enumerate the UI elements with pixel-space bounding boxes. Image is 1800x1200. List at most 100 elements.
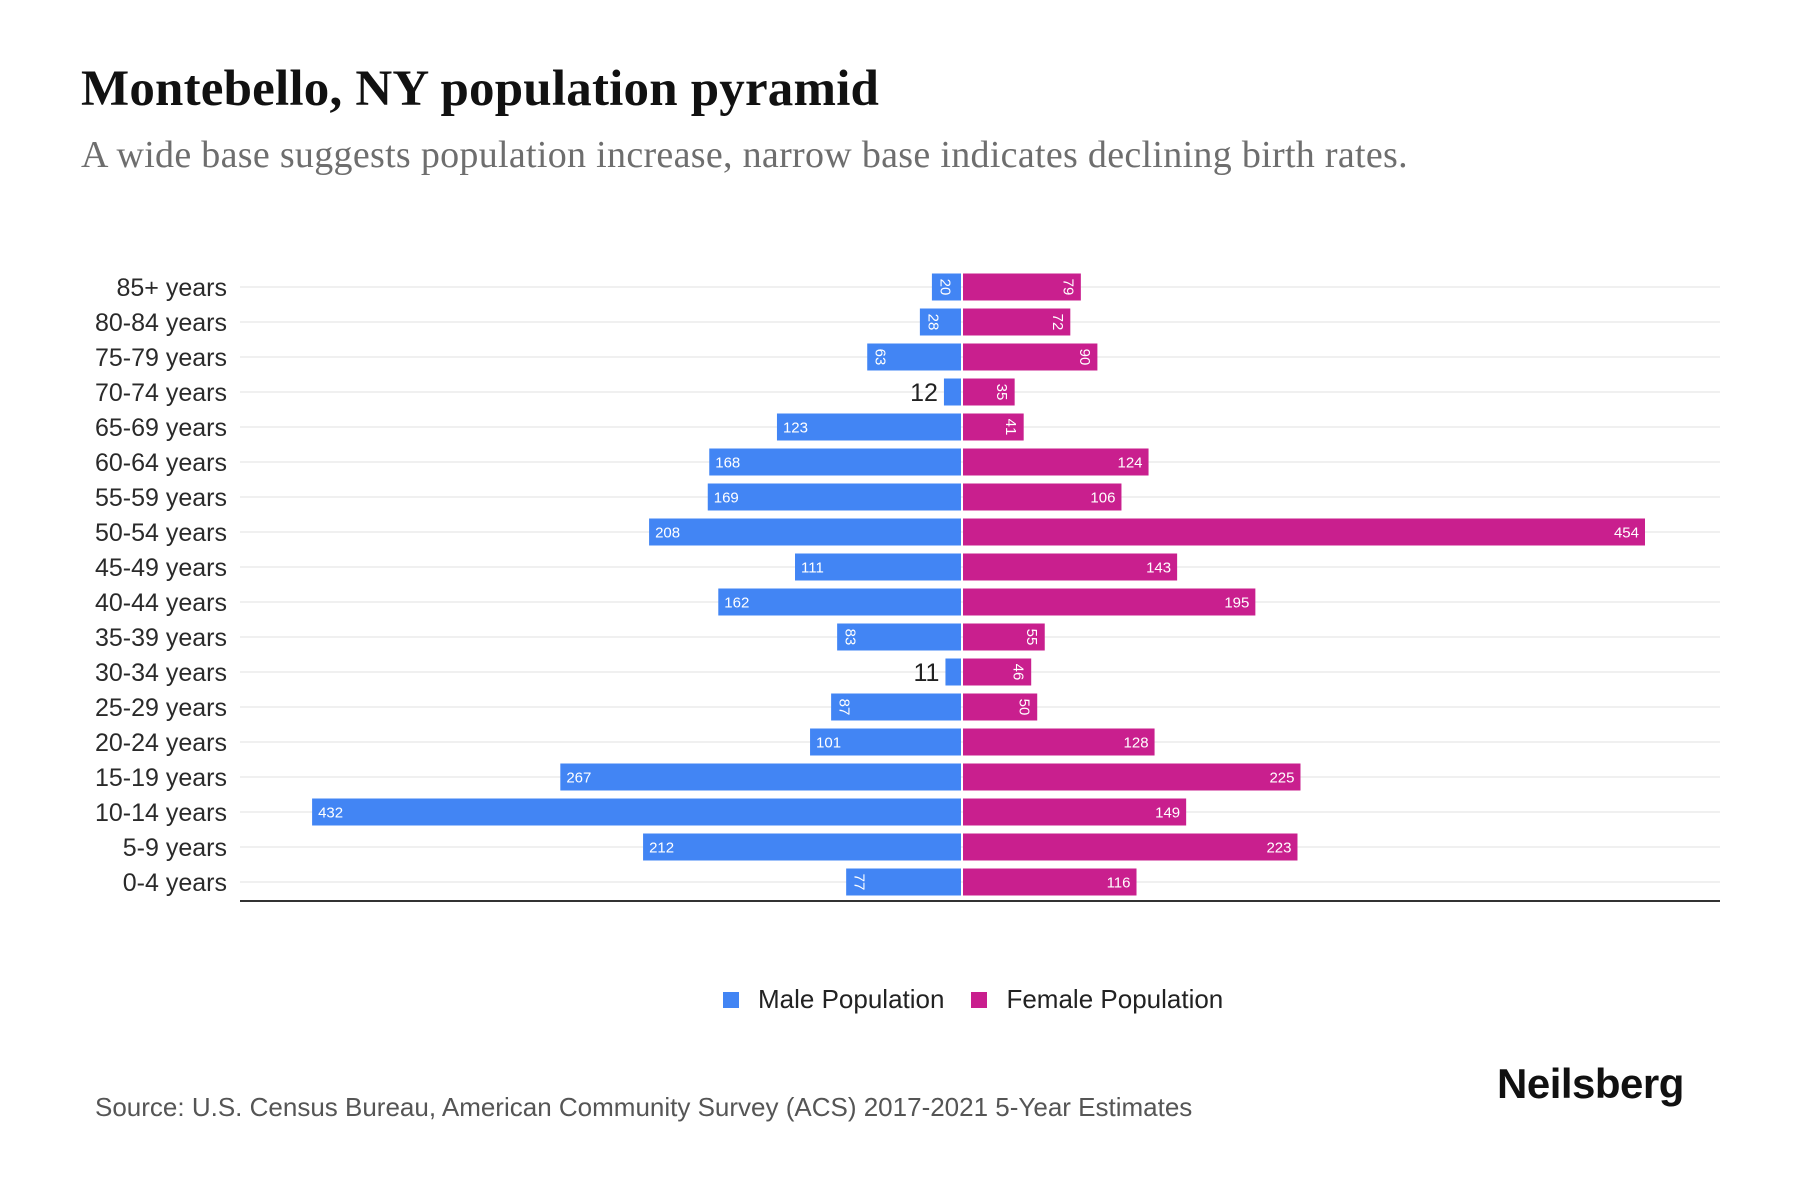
y-tick-label: 45-49 years — [95, 554, 227, 582]
y-tick-label: 25-29 years — [95, 694, 227, 722]
data-label-male: 63 — [872, 349, 889, 366]
bar-female — [963, 763, 1301, 791]
legend-item-male[interactable]: Male Population — [723, 984, 944, 1015]
bar-male — [718, 588, 961, 616]
bar-female — [963, 693, 1038, 721]
bar-female — [963, 308, 1071, 336]
data-label-female: 143 — [1146, 560, 1171, 577]
legend-swatch-male — [723, 991, 739, 1008]
data-label-female: 116 — [1107, 875, 1131, 892]
data-label-female: 128 — [1124, 735, 1149, 752]
data-label-female: 35 — [993, 384, 1010, 401]
data-label-male: 87 — [836, 699, 853, 716]
bar-female — [963, 623, 1045, 651]
data-label-female: 72 — [1049, 314, 1066, 331]
data-label-female: 50 — [1016, 699, 1033, 716]
data-label-female: 106 — [1090, 490, 1115, 507]
y-axis-labels: 85+ years 80-84 years 75-79 years 70-74 yea… — [95, 274, 227, 897]
bar-male — [919, 308, 961, 336]
legend-item-female[interactable]: Female Population — [971, 984, 1223, 1015]
data-label-male: 168 — [715, 455, 740, 472]
data-label-male: 123 — [783, 420, 808, 437]
y-tick-label: 50-54 years — [95, 519, 227, 547]
bar-male — [945, 658, 961, 686]
bar-male — [795, 553, 961, 581]
bar-male — [643, 833, 961, 861]
bar-female — [963, 868, 1137, 896]
y-tick-label: 70-74 years — [95, 379, 227, 407]
data-label-male: 212 — [649, 840, 674, 857]
bar-male — [709, 448, 961, 476]
gridlines — [240, 286, 1720, 883]
bar-male — [867, 343, 961, 371]
bar-female — [963, 343, 1098, 371]
data-label-male: 12 — [910, 379, 938, 407]
y-tick-label: 0-4 years — [123, 869, 227, 897]
bar-male — [837, 623, 961, 651]
data-label-male: 432 — [318, 805, 343, 822]
y-tick-label: 65-69 years — [95, 414, 227, 442]
bar-female — [963, 518, 1645, 546]
bar-female — [963, 378, 1015, 406]
chart-subtitle: A wide base suggests population increase… — [81, 134, 1408, 176]
bar-female — [963, 588, 1256, 616]
data-label-female: 149 — [1155, 805, 1180, 822]
data-label-male: 169 — [714, 490, 739, 507]
legend-swatch-female — [971, 991, 988, 1008]
data-label-male: 162 — [724, 595, 749, 612]
data-label-female: 46 — [1010, 664, 1027, 681]
bar-female — [963, 833, 1298, 861]
bar-male — [810, 728, 961, 756]
bars: 20 79 28 72 63 90 12 35 123 41 168 124 169 106 208 454 1… — [312, 273, 1645, 896]
neilsberg-logo: Neilsberg — [1497, 1060, 1684, 1107]
data-label-female: 454 — [1614, 525, 1639, 542]
data-label-male: 28 — [924, 314, 941, 331]
bar-male — [943, 378, 961, 406]
bar-male — [931, 273, 961, 301]
chart-title: Montebello, NY population pyramid — [81, 61, 880, 117]
bar-male — [560, 763, 961, 791]
bar-female — [963, 448, 1149, 476]
bar-female — [963, 658, 1032, 686]
bar-female — [963, 553, 1178, 581]
bar-female — [963, 798, 1187, 826]
y-tick-label: 20-24 years — [95, 729, 227, 757]
bar-female — [963, 728, 1155, 756]
data-label-male: 83 — [842, 629, 859, 646]
bar-male — [312, 798, 961, 826]
y-tick-label: 15-19 years — [95, 764, 227, 792]
data-label-female: 41 — [1002, 419, 1019, 436]
data-label-male: 20 — [936, 279, 953, 296]
data-label-male: 11 — [913, 659, 939, 687]
legend-label-male: Male Population — [758, 984, 945, 1014]
data-label-male: 208 — [655, 525, 680, 542]
bar-female — [963, 273, 1081, 301]
y-tick-label: 40-44 years — [95, 589, 227, 617]
bar-male — [831, 693, 961, 721]
source-note: Source: U.S. Census Bureau, American Com… — [95, 1092, 1193, 1122]
data-label-female: 223 — [1266, 840, 1291, 857]
data-label-female: 55 — [1023, 629, 1040, 646]
y-tick-label: 80-84 years — [95, 309, 227, 337]
data-label-female: 195 — [1224, 595, 1249, 612]
data-label-female: 225 — [1269, 770, 1294, 787]
data-label-female: 90 — [1076, 349, 1093, 366]
data-label-female: 124 — [1118, 455, 1143, 472]
bar-male — [776, 413, 961, 441]
y-tick-label: 30-34 years — [95, 659, 227, 687]
y-tick-label: 5-9 years — [123, 834, 227, 862]
legend-label-female: Female Population — [1006, 984, 1224, 1014]
legend: Male Population Female Population — [723, 984, 1250, 1015]
population-pyramid-chart: 85+ years 80-84 years 75-79 years 70-74 yea… — [95, 273, 1720, 902]
data-label-male: 77 — [851, 874, 868, 891]
data-label-male: 111 — [801, 560, 824, 577]
data-label-female: 79 — [1059, 279, 1076, 296]
bar-female — [963, 483, 1122, 511]
y-tick-label: 10-14 years — [95, 799, 227, 827]
bar-male — [846, 868, 961, 896]
data-label-male: 267 — [566, 770, 591, 787]
data-label-male: 101 — [816, 735, 841, 752]
bar-female — [963, 413, 1024, 441]
y-tick-label: 55-59 years — [95, 484, 227, 512]
bar-male — [707, 483, 961, 511]
